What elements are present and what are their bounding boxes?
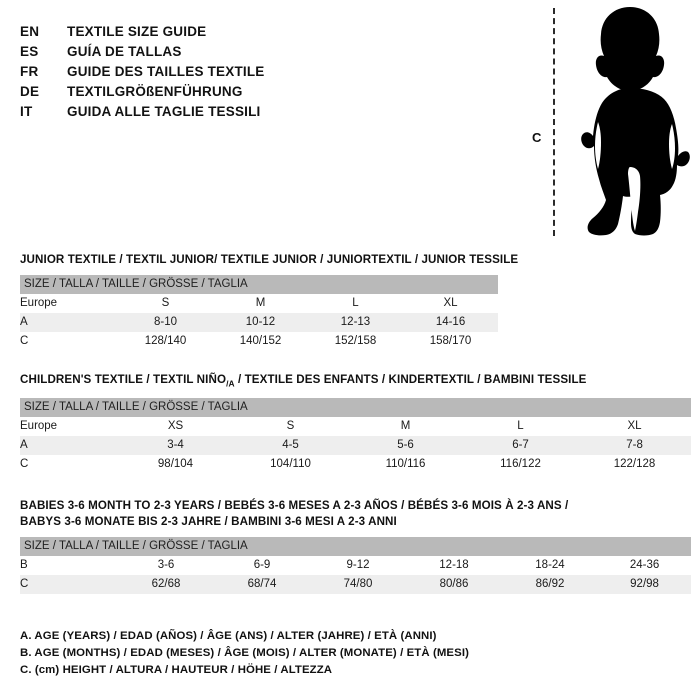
cell-value: 122/128 (578, 455, 692, 475)
cell-value: 4-5 (233, 436, 348, 456)
language-row: IT GUIDA ALLE TAGLIE TESSILI (20, 104, 480, 124)
legend-item-b: B. AGE (MONTHS) / EDAD (MESES) / ÂGE (MO… (20, 647, 469, 659)
language-code-es: ES (20, 44, 39, 59)
cell-value: 5-6 (348, 436, 463, 456)
row-label: Europe (20, 417, 118, 437)
table-row: A 3-4 4-5 5-6 6-7 7-8 (20, 436, 692, 456)
language-row: DE TEXTILGRÖßENFÜHRUNG (20, 84, 480, 104)
table-row: Europe S M L XL (20, 294, 499, 313)
language-code-en: EN (20, 24, 40, 39)
table-row: C 98/104 104/110 110/116 116/122 122/128 (20, 455, 692, 475)
cell-value: L (308, 294, 403, 313)
cell-value: 98/104 (118, 455, 233, 475)
junior-size-table-block: JUNIOR TEXTILE / TEXTIL JUNIOR/ TEXTILE … (20, 252, 519, 351)
row-label: C (20, 575, 118, 594)
junior-size-header: SIZE / TALLA / TAILLE / GRÖSSE / TAGLIA (20, 275, 499, 294)
cell-value: 116/122 (463, 455, 578, 475)
row-label: A (20, 436, 118, 456)
language-title-de: TEXTILGRÖßENFÜHRUNG (67, 84, 243, 99)
cell-value: 86/92 (502, 575, 598, 594)
cell-value: 140/152 (213, 332, 308, 351)
toddler-silhouette-icon (581, 7, 690, 236)
babies-size-header: SIZE / TALLA / TAILLE / GRÖSSE / TAGLIA (20, 537, 692, 556)
cell-value: 12-18 (406, 556, 502, 575)
language-row: FR GUIDE DES TAILLES TEXTILE (20, 64, 480, 84)
language-row: EN TEXTILE SIZE GUIDE (20, 24, 480, 44)
row-label: A (20, 313, 118, 332)
cell-value: 74/80 (310, 575, 406, 594)
cell-value: 8-10 (118, 313, 213, 332)
cell-value: 68/74 (214, 575, 310, 594)
language-title-list: EN TEXTILE SIZE GUIDE ES GUÍA DE TALLAS … (20, 24, 480, 124)
cell-value: 12-13 (308, 313, 403, 332)
cell-value: 92/98 (598, 575, 692, 594)
cell-value: M (348, 417, 463, 437)
table-row: Europe XS S M L XL (20, 417, 692, 437)
cell-value: 7-8 (578, 436, 692, 456)
cell-value: 104/110 (233, 455, 348, 475)
row-label: C (20, 332, 118, 351)
junior-size-table: SIZE / TALLA / TAILLE / GRÖSSE / TAGLIA … (20, 275, 499, 351)
cell-value: 10-12 (213, 313, 308, 332)
language-code-it: IT (20, 104, 33, 119)
legend-item-c: C. (cm) HEIGHT / ALTURA / HAUTEUR / HÖHE… (20, 664, 333, 676)
cell-value: 9-12 (310, 556, 406, 575)
language-row: ES GUÍA DE TALLAS (20, 44, 480, 64)
table-header-row: SIZE / TALLA / TAILLE / GRÖSSE / TAGLIA (20, 275, 499, 294)
table-row: A 8-10 10-12 12-13 14-16 (20, 313, 499, 332)
cell-value: 128/140 (118, 332, 213, 351)
legend-item-a: A. AGE (YEARS) / EDAD (AÑOS) / ÂGE (ANS)… (20, 630, 437, 642)
row-label: B (20, 556, 118, 575)
babies-size-table: SIZE / TALLA / TAILLE / GRÖSSE / TAGLIA … (20, 537, 692, 594)
height-dashed-measure-line (553, 8, 555, 236)
legend-list: A. AGE (YEARS) / EDAD (AÑOS) / ÂGE (ANS)… (20, 628, 580, 679)
children-size-table: SIZE / TALLA / TAILLE / GRÖSSE / TAGLIA … (20, 398, 692, 475)
babies-size-table-block: BABIES 3-6 MONTH TO 2-3 YEARS / BEBÉS 3-… (20, 498, 692, 594)
language-title-en: TEXTILE SIZE GUIDE (67, 24, 207, 39)
children-table-caption: CHILDREN'S TEXTILE / TEXTIL NIÑO/A / TEX… (20, 372, 692, 391)
table-row: B 3-6 6-9 9-12 12-18 18-24 24-36 (20, 556, 692, 575)
table-header-row: SIZE / TALLA / TAILLE / GRÖSSE / TAGLIA (20, 537, 692, 556)
children-caption-post: / TEXTILE DES ENFANTS / KINDERTEXTIL / B… (234, 373, 587, 386)
children-caption-pre: CHILDREN'S TEXTILE / TEXTIL NIÑO (20, 373, 227, 386)
language-code-fr: FR (20, 64, 39, 79)
cell-value: 3-4 (118, 436, 233, 456)
cell-value: S (118, 294, 213, 313)
language-title-fr: GUIDE DES TAILLES TEXTILE (67, 64, 265, 79)
language-title-it: GUIDA ALLE TAGLIE TESSILI (67, 104, 261, 119)
cell-value: 110/116 (348, 455, 463, 475)
cell-value: 158/170 (403, 332, 499, 351)
cell-value: 24-36 (598, 556, 692, 575)
cell-value: 6-9 (214, 556, 310, 575)
cell-value: XL (403, 294, 499, 313)
children-size-table-block: CHILDREN'S TEXTILE / TEXTIL NIÑO/A / TEX… (20, 372, 692, 475)
children-size-header: SIZE / TALLA / TAILLE / GRÖSSE / TAGLIA (20, 398, 692, 418)
cell-value: 62/68 (118, 575, 214, 594)
cell-value: XS (118, 417, 233, 437)
row-label: Europe (20, 294, 118, 313)
cell-value: 80/86 (406, 575, 502, 594)
children-caption-subscript: /A (226, 378, 235, 389)
babies-table-caption-line1: BABIES 3-6 MONTH TO 2-3 YEARS / BEBÉS 3-… (20, 499, 569, 512)
table-row: C 128/140 140/152 152/158 158/170 (20, 332, 499, 351)
cell-value: 6-7 (463, 436, 578, 456)
cell-value: XL (578, 417, 692, 437)
cell-value: 18-24 (502, 556, 598, 575)
table-row: C 62/68 68/74 74/80 80/86 86/92 92/98 (20, 575, 692, 594)
cell-value: M (213, 294, 308, 313)
language-code-de: DE (20, 84, 40, 99)
height-measurement-figure: C (520, 0, 700, 245)
cell-value: 3-6 (118, 556, 214, 575)
junior-table-caption: JUNIOR TEXTILE / TEXTIL JUNIOR/ TEXTILE … (20, 253, 519, 266)
babies-table-caption-line2: BABYS 3-6 MONATE BIS 2-3 JAHRE / BAMBINI… (20, 515, 397, 528)
height-axis-label: C (532, 130, 542, 145)
cell-value: L (463, 417, 578, 437)
cell-value: 152/158 (308, 332, 403, 351)
table-header-row: SIZE / TALLA / TAILLE / GRÖSSE / TAGLIA (20, 398, 692, 418)
row-label: C (20, 455, 118, 475)
cell-value: 14-16 (403, 313, 499, 332)
cell-value: S (233, 417, 348, 437)
language-title-es: GUÍA DE TALLAS (67, 44, 182, 59)
